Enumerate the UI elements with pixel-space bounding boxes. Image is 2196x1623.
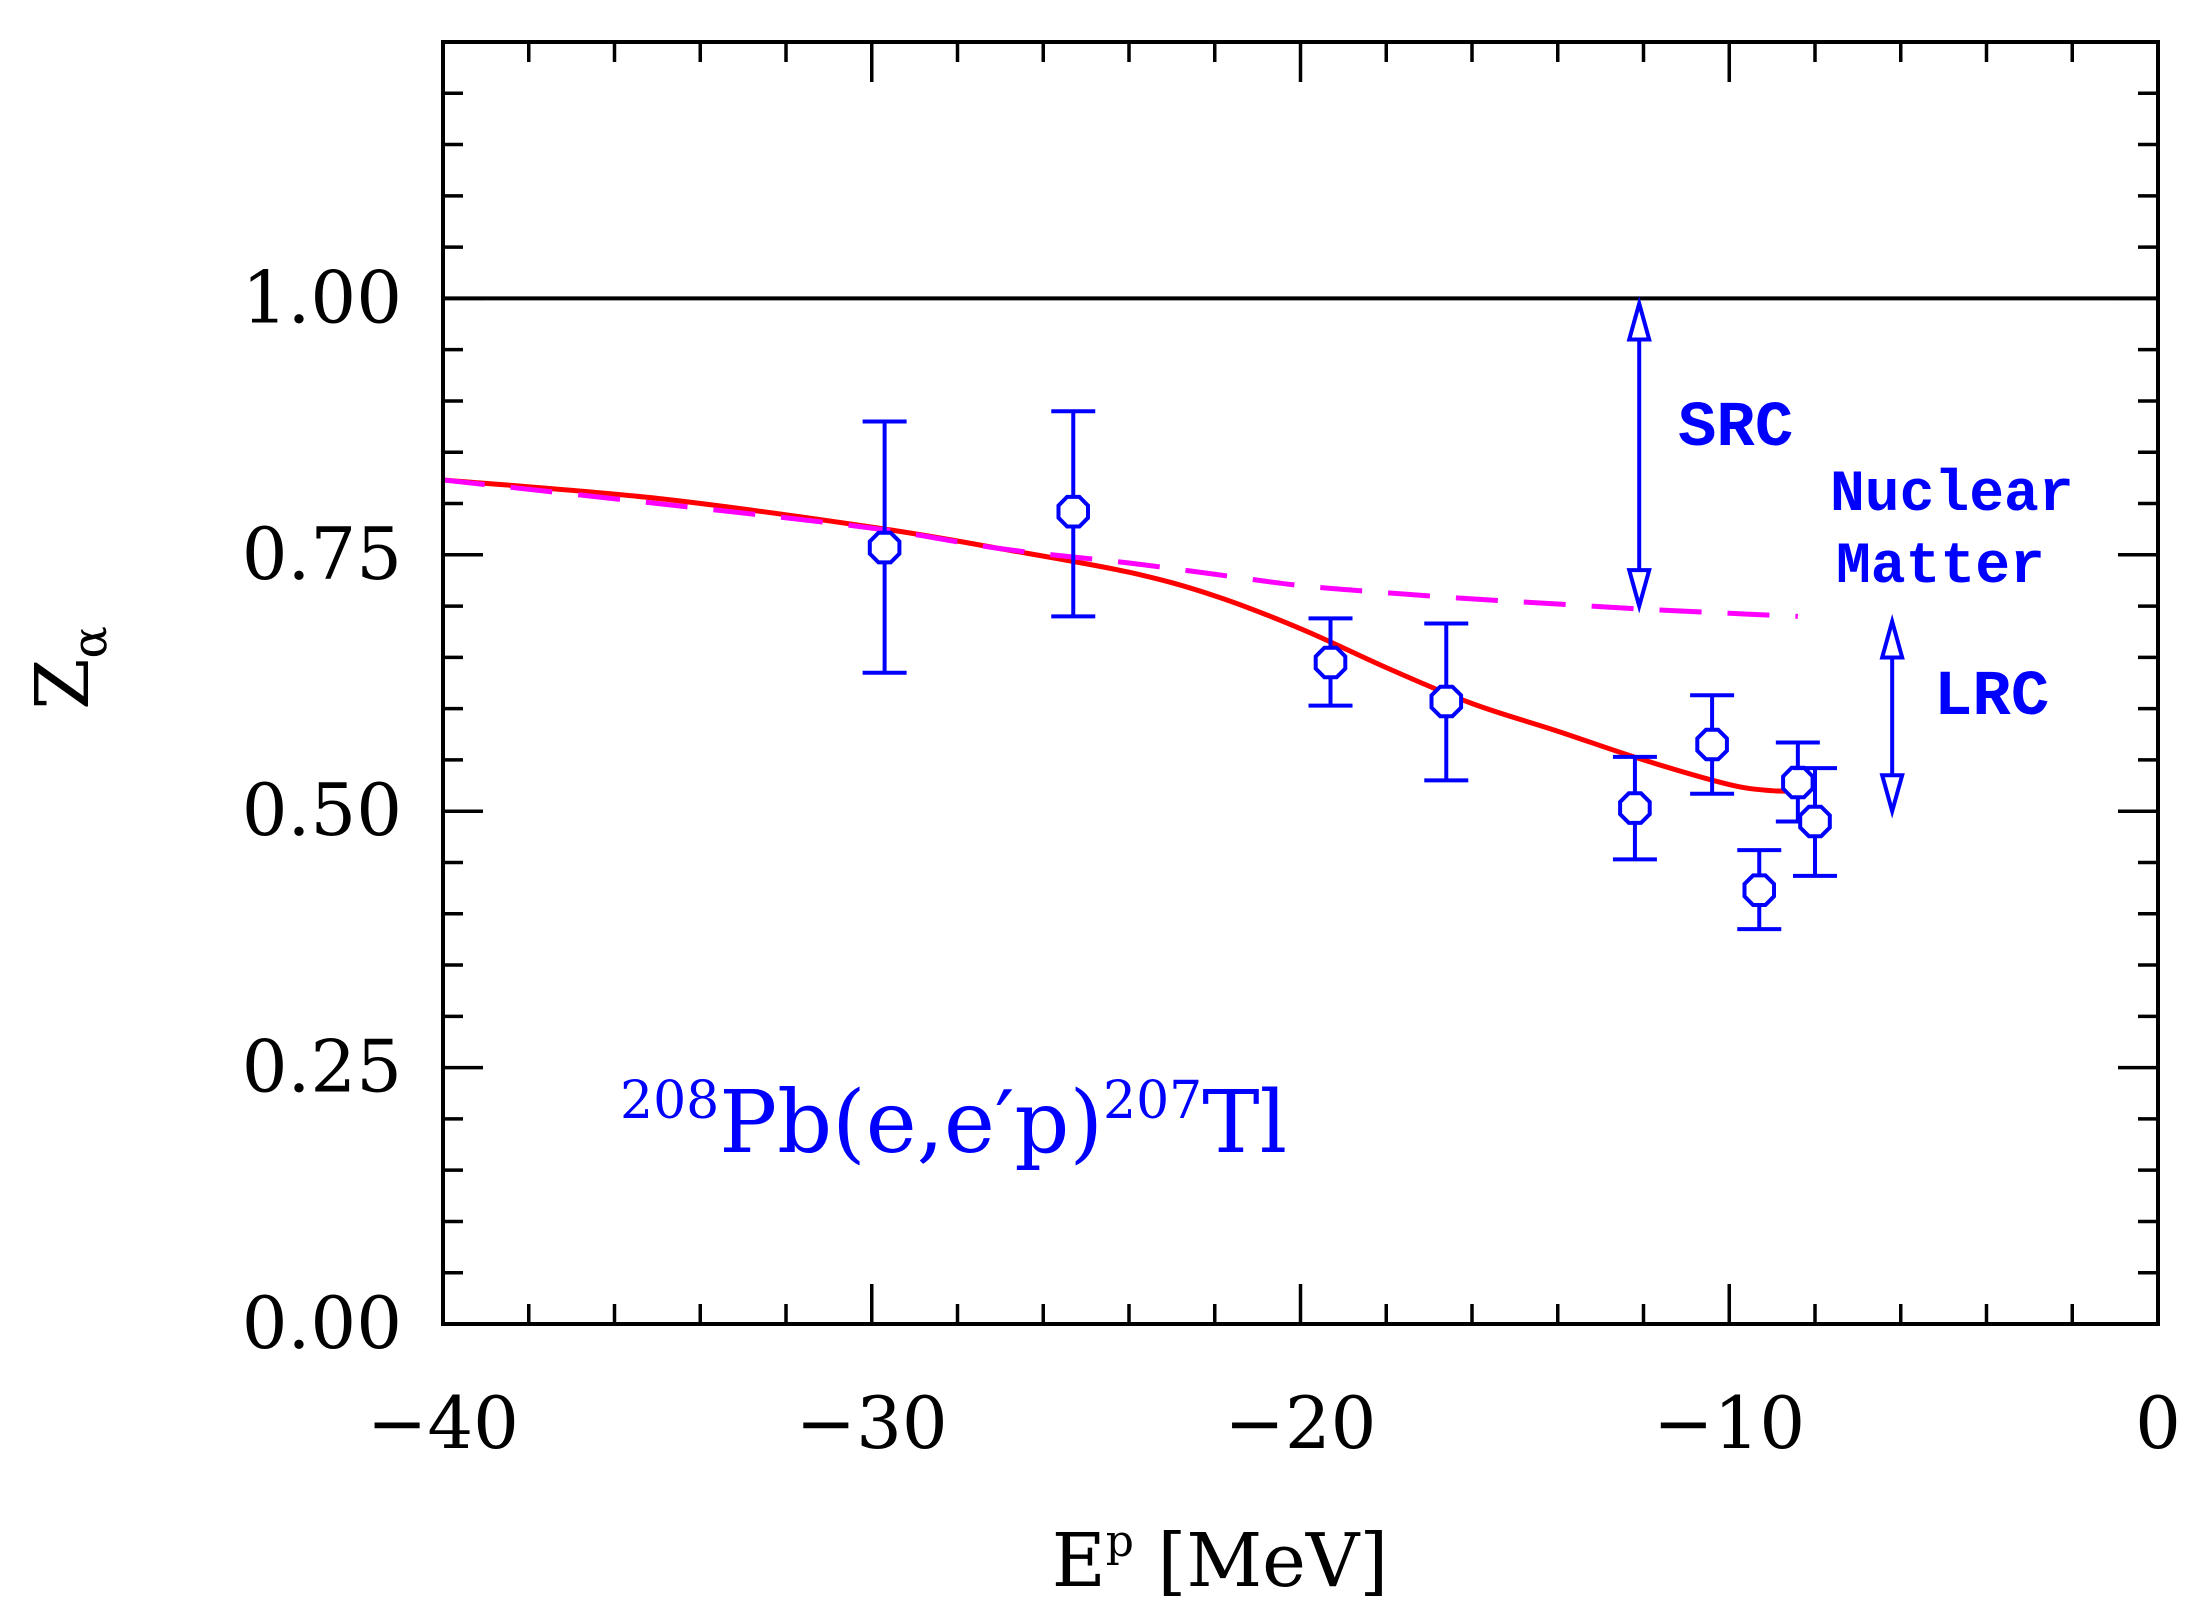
data-point [1612,754,1657,862]
octagon-marker [1695,727,1729,762]
data-point [1737,848,1782,932]
octagon-marker [1313,645,1348,680]
data-point [1424,621,1469,783]
data-point [1793,766,1837,878]
octagon-marker [1781,765,1815,800]
data-point [862,419,907,675]
x-axis-label-sup: p [1106,1516,1134,1567]
data-point [1051,409,1096,619]
y-tick-label: 0.25 [242,1025,402,1109]
src-label: SRC [1678,393,1793,465]
x-tick-label: 0 [2135,1381,2181,1465]
x-axis-label-main: E [1052,1518,1106,1604]
matter-label: Matter [1836,535,2045,600]
y-axis-label-main: Z [20,659,106,710]
reaction-main: Pb(e,e′p) [719,1073,1103,1173]
x-axis-label-unit: [MeV] [1134,1518,1388,1604]
x-tick-label: −20 [1225,1381,1377,1465]
arrow-head-down [1626,568,1652,614]
finite-nucleus-curve [442,477,1798,794]
reaction-mass-b: 207 [1103,1071,1202,1131]
y-tick-label: 0.50 [242,768,402,852]
nuclear-label: Nuclear [1830,463,2074,528]
y-axis-label: Zα [20,626,118,710]
y-axis-label-sub: α [62,626,118,658]
reaction-mass-a: 208 [620,1071,719,1131]
x-tick-label: −30 [796,1381,948,1465]
x-tick-label: −40 [367,1381,519,1465]
octagon-marker [1742,873,1776,907]
nuclear-matter-curve [442,477,1798,619]
arrow-head-up [1879,613,1905,660]
octagon-marker [867,530,902,565]
octagon-marker [1618,791,1652,825]
reaction-label: 208Pb(e,e′p)207Tl [620,1071,1287,1173]
lrc-label: LRC [1934,662,2049,734]
src-arrow [1626,296,1652,614]
octagon-marker [1056,494,1090,529]
arrow-head-up [1626,296,1652,342]
y-tick-label: 0.00 [242,1281,402,1365]
plot-frame [441,40,2160,1326]
arrow-head-down [1879,773,1905,819]
data-point [1308,616,1353,708]
data-point [1690,693,1735,796]
y-tick-label: 0.75 [242,512,402,596]
x-tick-label: −10 [1653,1381,1805,1465]
octagon-marker [1798,804,1832,839]
y-tick-label: 1.00 [242,255,402,339]
octagon-marker [1429,684,1464,719]
x-axis-label: Ep [MeV] [1052,1516,1388,1604]
reaction-product: Tl [1202,1073,1287,1173]
lrc-arrow [1879,613,1905,819]
